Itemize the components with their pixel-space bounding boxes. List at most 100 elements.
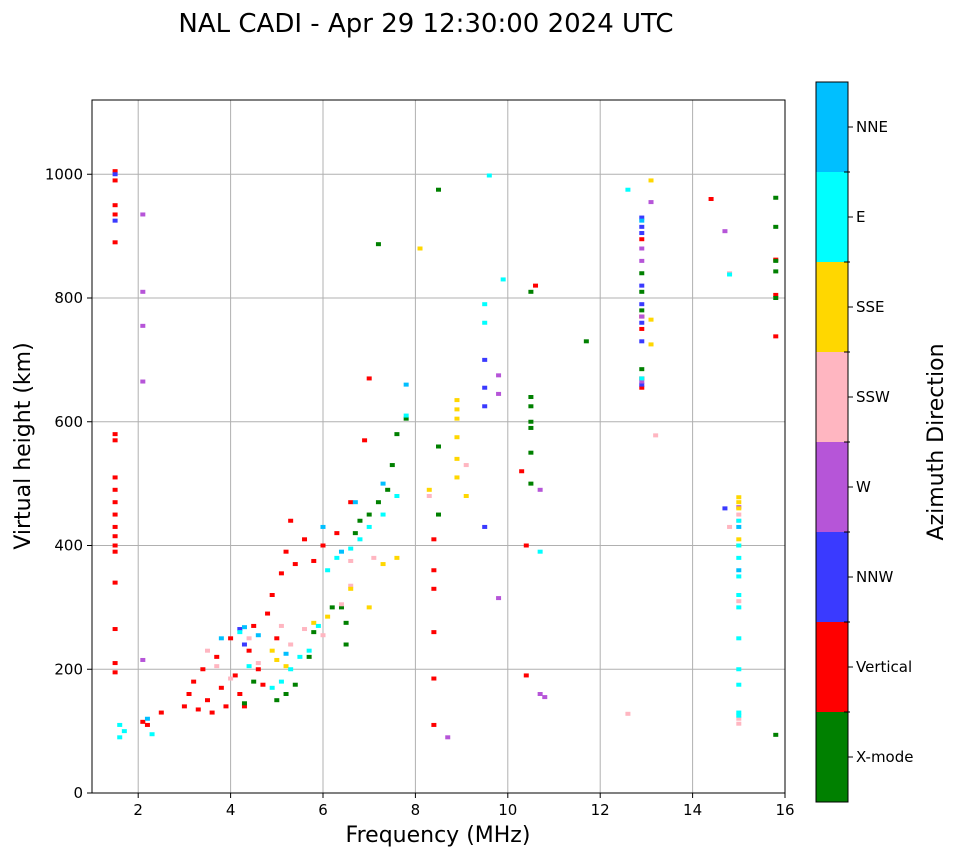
data-point (269, 593, 275, 597)
data-point (736, 524, 742, 529)
data-point (523, 673, 529, 678)
data-point (251, 623, 257, 628)
colorbar-label: SSW (856, 388, 890, 406)
series-sse (269, 178, 742, 669)
data-point (375, 500, 381, 505)
data-point (237, 630, 243, 635)
x-tick-label: 12 (591, 801, 610, 819)
data-point (181, 704, 187, 709)
data-point (394, 494, 400, 498)
data-point (736, 512, 742, 517)
data-point (278, 623, 284, 628)
colorbar-segment (816, 712, 848, 802)
data-point (195, 707, 201, 712)
colorbar-label: W (856, 478, 871, 496)
data-point (727, 524, 733, 529)
data-point (496, 596, 502, 601)
data-point (241, 625, 247, 630)
data-point (722, 506, 728, 511)
data-point (255, 661, 261, 666)
data-point (112, 512, 118, 517)
data-point (117, 735, 123, 740)
data-point (241, 704, 247, 709)
data-point (117, 722, 123, 727)
data-point (463, 494, 469, 498)
data-point (112, 212, 118, 217)
data-point (306, 654, 312, 659)
x-tick-label: 10 (498, 801, 517, 819)
data-point (380, 562, 386, 567)
data-point (112, 169, 118, 174)
data-point (112, 580, 118, 585)
data-point (348, 583, 354, 588)
data-point (325, 568, 331, 573)
data-point (639, 320, 645, 325)
x-tick-label: 14 (683, 801, 702, 819)
series-ssw (205, 271, 742, 726)
series-w (140, 200, 742, 740)
data-point (214, 654, 220, 659)
series-x-mode (241, 187, 779, 737)
data-point (366, 605, 372, 610)
data-point (209, 710, 215, 715)
data-point (773, 296, 779, 300)
data-point (403, 416, 409, 421)
data-point (436, 512, 441, 517)
data-point (639, 379, 645, 384)
data-point (288, 518, 294, 523)
data-point (214, 664, 220, 669)
data-point (149, 732, 155, 737)
data-point (537, 549, 543, 554)
chart-title: NAL CADI - Apr 29 12:30:00 2024 UTC (178, 9, 673, 39)
data-point (403, 413, 409, 418)
data-point (265, 611, 271, 616)
data-point (140, 657, 146, 662)
data-point (228, 676, 234, 681)
plot-area-frame (91, 99, 786, 794)
data-point (431, 537, 437, 542)
data-point (528, 404, 534, 409)
grid (92, 100, 785, 793)
data-point (773, 224, 779, 229)
data-point (311, 558, 317, 563)
data-point (357, 518, 363, 523)
data-point (583, 339, 589, 344)
data-point (482, 302, 488, 307)
data-point (727, 272, 733, 277)
colorbar-segment (816, 172, 848, 262)
data-point (736, 495, 742, 500)
data-point (736, 682, 742, 687)
data-point (283, 651, 289, 656)
data-point (302, 537, 308, 542)
colorbar-label: NNE (856, 118, 888, 136)
data-point (260, 682, 266, 687)
data-point (278, 571, 284, 576)
colorbar-label: NNW (856, 568, 893, 586)
data-point (736, 716, 742, 721)
data-point (625, 187, 631, 192)
y-tick-label: 0 (73, 784, 83, 802)
colorbar-segment (816, 82, 848, 172)
data-point (528, 450, 534, 455)
data-point (385, 487, 391, 492)
data-point (329, 605, 335, 610)
data-point (639, 339, 645, 344)
data-point (186, 692, 192, 696)
data-point (542, 695, 548, 700)
x-axis-label: Frequency (MHz) (346, 823, 531, 848)
data-point (403, 382, 409, 387)
data-point (648, 178, 654, 183)
data-point (352, 500, 358, 505)
data-point (320, 633, 326, 638)
data-point (736, 710, 742, 715)
data-point (241, 701, 247, 706)
data-point (482, 385, 488, 390)
data-point (288, 642, 294, 647)
data-point (112, 172, 118, 177)
series-nne (144, 218, 742, 721)
data-point (158, 710, 164, 715)
data-point (482, 524, 488, 529)
data-point (352, 531, 358, 536)
data-point (218, 685, 224, 690)
